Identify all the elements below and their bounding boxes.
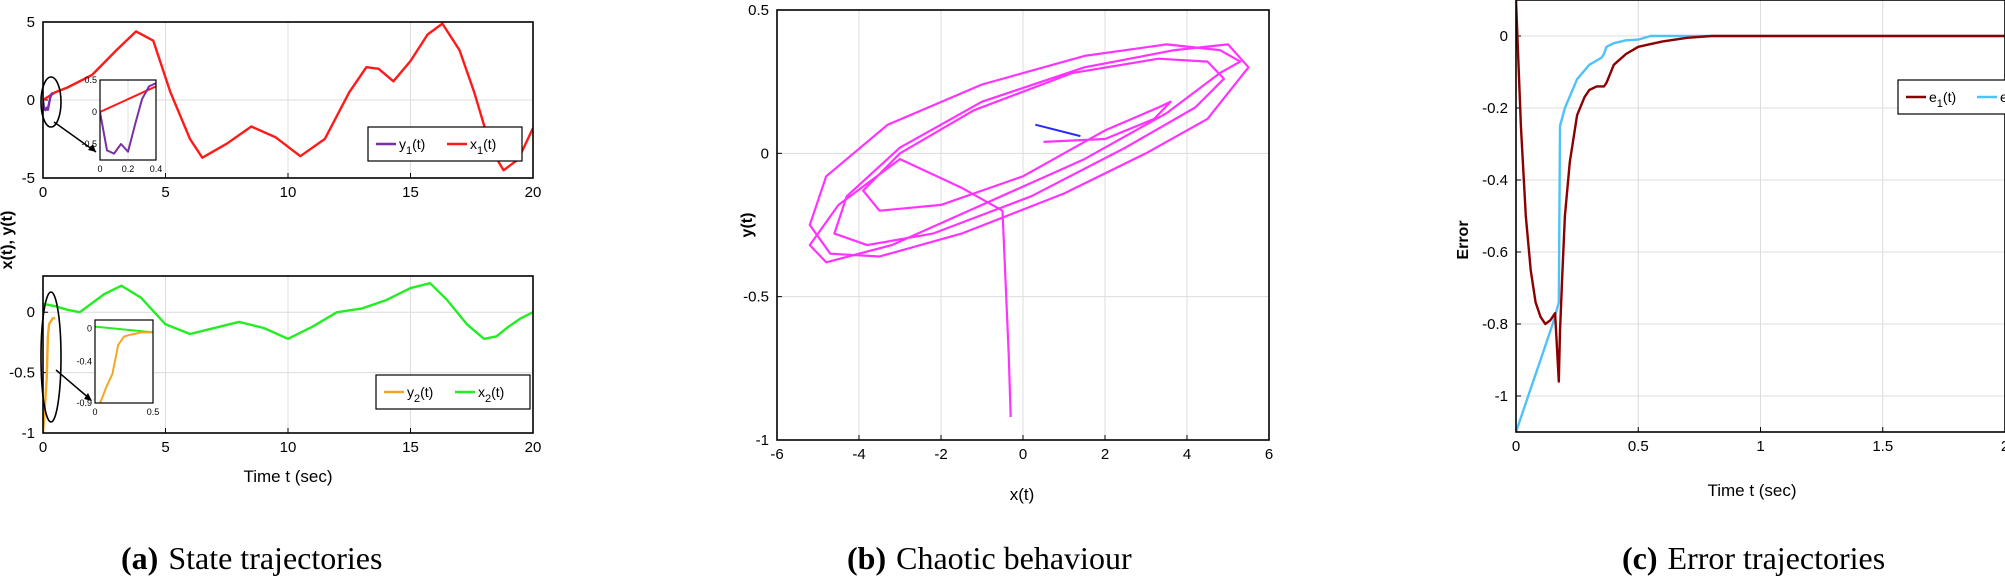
y-tick-label: 0 [27, 92, 35, 109]
inset-tick-label: 0 [87, 323, 92, 333]
zoom-ellipse [40, 291, 62, 423]
zoom-arrow-head [88, 144, 96, 152]
x-tick-label: 0.5 [1628, 438, 1649, 455]
series-line-x2(t) [43, 282, 533, 340]
x-tick-label: 0 [1019, 446, 1027, 463]
y-tick-label: -1 [22, 425, 35, 442]
y-tick-label: -5 [22, 170, 35, 187]
axes-frame [1515, 0, 2005, 433]
legend: y2(t) x2(t) [375, 374, 531, 410]
axes-frame [42, 275, 534, 434]
caption-b: (b) Chaotic behaviour [847, 540, 1132, 576]
y-tick-label: 0 [27, 304, 35, 321]
y-tick-label: -0.8 [1482, 316, 1508, 333]
inset-tick-label: 0 [92, 407, 97, 417]
inset-frame [94, 319, 154, 404]
y-axis-label: x(t), y(t) [0, 211, 16, 270]
x-tick-label: 15 [402, 439, 419, 456]
x-tick-label: 15 [402, 184, 419, 201]
phase-segment [1035, 123, 1081, 138]
legend-entry: e2(t) [2000, 89, 2005, 110]
inset-tick-label: -0.9 [76, 398, 92, 408]
x-tick-label: 5 [161, 184, 169, 201]
zoom-arrow [53, 121, 97, 153]
y-axis-label: Error [1455, 220, 1472, 259]
inset-tick-label: 0 [92, 107, 97, 117]
zoom-arrow [55, 369, 91, 400]
axes-b: -6 -4 -2 0 2 4 6 -1 -0.5 0 0.5 x(t) y(t) [739, 2, 1273, 504]
x-tick-label: 2 [1101, 446, 1109, 463]
x-tick-label: 10 [280, 184, 297, 201]
inset-tick-label: -0.5 [81, 139, 97, 149]
y-tick-label: -0.5 [9, 365, 35, 382]
series-line-y2(t) [43, 317, 56, 433]
caption-a: (a) State trajectories [121, 540, 383, 576]
axes-c: 0 0.5 1 1.5 2 -1 -0.8 -0.6 -0.4 -0.2 0 e1(t) e2(t) Ti… [1455, 0, 2005, 500]
axes-frame [42, 21, 534, 179]
series-line-y1(t) [43, 92, 54, 112]
x-tick-label: -4 [852, 446, 865, 463]
x-tick-label: 5 [161, 439, 169, 456]
x-tick-label: 20 [525, 439, 542, 456]
y-tick-label: -0.6 [1482, 244, 1508, 261]
x-tick-label: -6 [770, 446, 783, 463]
x-tick-label: 2 [2001, 438, 2005, 455]
y-tick-label: -0.5 [743, 289, 769, 306]
y-tick-label: 0 [761, 145, 769, 162]
y-tick-label: -0.2 [1482, 100, 1508, 117]
inset-tick-label: 0.4 [150, 164, 163, 174]
x-tick-label: 1 [1756, 438, 1764, 455]
legend: e1(t) e2(t) [1897, 79, 2005, 115]
inset-series-y2 [98, 331, 153, 403]
x-tick-label: 10 [280, 439, 297, 456]
inset-frame [99, 79, 157, 161]
legend-entry: y1(t) [399, 136, 425, 157]
x-tick-label: 0 [1512, 438, 1520, 455]
legend: y1(t) x1(t) [367, 126, 523, 162]
caption-c: (c) Error trajectories [1622, 540, 1886, 576]
x-tick-label: 20 [525, 184, 542, 201]
y-tick-label: 5 [27, 14, 35, 31]
x-tick-label: 6 [1265, 446, 1273, 463]
legend-entry: x2(t) [478, 384, 504, 405]
inset-tick-label: 0.2 [122, 164, 135, 174]
x-tick-label: -2 [934, 446, 947, 463]
legend-entry: y2(t) [407, 384, 433, 405]
phase-trajectory [808, 43, 1250, 418]
series-line-e1(t) [1516, 0, 2005, 383]
x-tick-label: 0 [39, 184, 47, 201]
y-tick-label: -1 [756, 432, 769, 449]
y-tick-label: -1 [1495, 388, 1508, 405]
x-axis-label: x(t) [1010, 485, 1035, 504]
legend-entry: x1(t) [470, 136, 496, 157]
inset-tick-label: 0.5 [84, 75, 97, 85]
x-axis-label: Time t (sec) [243, 467, 332, 486]
zoom-ellipse [40, 76, 62, 128]
y-tick-label: -0.4 [1482, 172, 1508, 189]
x-tick-label: 1.5 [1872, 438, 1893, 455]
inset-series-y1 [100, 82, 156, 155]
inset-tick-label: 0.5 [147, 407, 160, 417]
y-tick-label: 0 [1500, 28, 1508, 45]
legend-entry: e1(t) [1929, 89, 1956, 110]
x-tick-label: 4 [1183, 446, 1191, 463]
x-tick-label: 0 [39, 439, 47, 456]
zoom-arrow-head [84, 393, 92, 401]
y-axis-label: y(t) [739, 213, 756, 238]
x-axis-label: Time t (sec) [1707, 481, 1796, 500]
inset-tick-label: -0.4 [76, 357, 92, 367]
series-line-x1(t) [43, 22, 533, 172]
axes-a_bot: 0 5 10 15 20 -1 -0.5 0 0 0.5 -0.9 -0.4 0 y2(t) x2(t) Ti… [9, 275, 542, 486]
axes-frame [776, 9, 1270, 441]
y-tick-label: 0.5 [748, 2, 769, 19]
inset-tick-label: 0 [97, 164, 102, 174]
